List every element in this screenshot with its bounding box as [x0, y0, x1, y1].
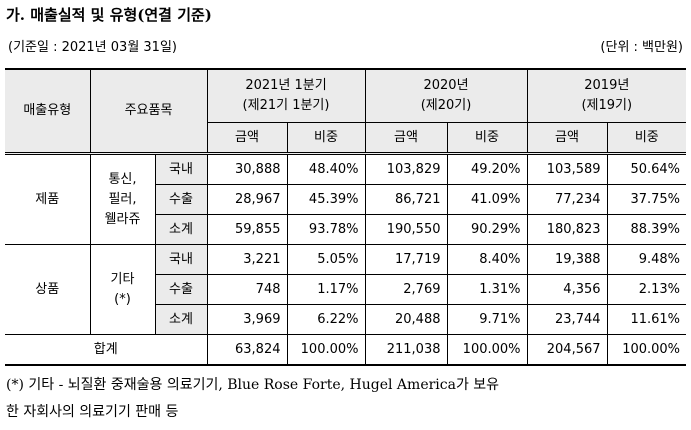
amount-cell: 748 [206, 274, 288, 305]
amount-cell: 20,488 [364, 304, 448, 335]
item-line: 웰라쥬 [104, 211, 141, 227]
amount-cell: 2,769 [364, 274, 448, 305]
amount-header: 금액 [364, 122, 448, 154]
ratio-cell: 9.71% [446, 304, 528, 335]
ratio-cell: 37.75% [606, 184, 687, 215]
ratio-cell: 1.31% [446, 274, 528, 305]
amount-cell: 180,823 [526, 214, 608, 245]
header-cell: 주요품목 [89, 68, 208, 154]
period-year: 2019년 [584, 78, 630, 93]
ratio-cell: 41.09% [446, 184, 528, 215]
amount-cell: 86,721 [364, 184, 448, 215]
total-label: 합계 [5, 334, 208, 366]
ratio-cell: 11.61% [606, 304, 687, 335]
period-term: (제19기) [581, 98, 633, 113]
amount-cell: 211,038 [364, 334, 448, 366]
footnote: (*) 기타 - 뇌질환 중재술용 의료기기, Blue Rose Forte,… [6, 372, 499, 426]
ratio-cell: 88.39% [606, 214, 687, 245]
ratio-cell: 45.39% [286, 184, 366, 215]
amount-cell: 28,967 [206, 184, 288, 215]
type-cell: 제품 [5, 152, 91, 245]
amount-cell: 63,824 [206, 334, 288, 366]
item-line: 필러, [108, 191, 137, 207]
period-term: (제21기 1분기) [242, 98, 330, 113]
amount-cell: 77,234 [526, 184, 608, 215]
title: 가. 매출실적 및 유형(연결 기준) [6, 6, 212, 24]
period-year: 2020년 [423, 78, 469, 93]
total-row: 합계 63,824 100.00% 211,038 100.00% 204,567 100.… [5, 334, 687, 366]
row-label: 소계 [155, 214, 208, 245]
amount-cell: 3,969 [206, 304, 288, 335]
row-label: 수출 [155, 184, 208, 215]
ratio-cell: 90.29% [446, 214, 528, 245]
period-term: (제20기) [420, 98, 472, 113]
ratio-cell: 8.40% [446, 244, 528, 275]
unit: (단위 : 백만원) [600, 40, 683, 55]
amount-header: 금액 [207, 122, 288, 154]
amount-cell: 204,567 [526, 334, 608, 366]
item-line: 통신, [108, 171, 137, 187]
data-row: 제품 통신, 필러, 웰라쥬 국내 30,888 48.40% 103,829 49.20% 10… [5, 152, 687, 245]
period-header: 2019년 (제19기) [526, 68, 687, 123]
footnote-line: (*) 기타 - 뇌질환 중재술용 의료기기, Blue Rose Forte,… [6, 377, 500, 393]
amount-cell: 23,744 [526, 304, 608, 335]
amount-cell: 59,855 [206, 214, 288, 245]
ratio-cell: 100.00% [446, 334, 528, 366]
ratio-header: 비중 [606, 122, 687, 154]
ratio-cell: 5.05% [286, 244, 366, 275]
ratio-cell: 100.00% [606, 334, 687, 366]
amount-cell: 3,221 [206, 244, 288, 275]
data-row: 수출 748 1.17% 2,769 1.31% 4,356 2.13% [5, 274, 687, 305]
type-cell: 상품 [5, 244, 91, 335]
amount-header: 금액 [526, 122, 608, 154]
amount-cell: 190,550 [364, 214, 448, 245]
ratio-cell: 6.22% [286, 304, 366, 335]
ratio-header: 비중 [286, 122, 366, 154]
period-header: 2021년 1분기 (제21기 1분기) [206, 68, 366, 123]
ratio-cell: 48.40% [286, 152, 366, 185]
row-label: 수출 [155, 274, 208, 305]
ratio-cell: 49.20% [446, 152, 528, 185]
amount-cell: 103,589 [526, 152, 608, 185]
ratio-cell: 93.78% [286, 214, 366, 245]
ratio-header: 비중 [446, 122, 528, 154]
item-line: (*) [114, 291, 131, 307]
ratio-cell: 2.13% [606, 274, 687, 305]
item-cell: 기타 (*) [89, 244, 156, 335]
ratio-cell: 9.48% [606, 244, 687, 275]
item-line: 기타 [110, 271, 135, 287]
amount-cell: 30,888 [206, 152, 288, 185]
amount-cell: 19,388 [526, 244, 608, 275]
header-row: 매출유형 주요품목 2021년 1분기 (제21기 1분기) 2020년 (제20기) 20… [5, 68, 687, 154]
period-year: 2021년 1분기 [245, 78, 327, 93]
ratio-cell: 50.64% [606, 152, 687, 185]
data-row: 소계 3,969 6.22% 20,488 9.71% 23,744 11.61% [5, 304, 687, 335]
row-label: 국내 [154, 244, 208, 275]
item-cell: 통신, 필러, 웰라쥬 [89, 152, 156, 245]
period-header: 2020년 (제20기) [364, 68, 528, 123]
header-cell: 매출유형 [5, 68, 91, 154]
amount-cell: 103,829 [364, 152, 448, 185]
amount-cell: 17,719 [364, 244, 448, 275]
data-row: 수출 28,967 45.39% 86,721 41.09% 77,234 37.75% [5, 184, 687, 215]
data-row: 상품 기타 (*) 국내 3,221 5.05% 17,719 8.40% 19,388 9.48… [5, 244, 687, 335]
footnote-line: 한 자회사의 의료기기 판매 등 [6, 404, 179, 420]
row-label: 소계 [155, 304, 208, 335]
ratio-cell: 100.00% [286, 334, 366, 366]
amount-cell: 4,356 [526, 274, 608, 305]
ratio-cell: 1.17% [286, 274, 366, 305]
sales-table: 매출유형 주요품목 2021년 1분기 (제21기 1분기) 2020년 (제20기) 20… [5, 68, 687, 366]
row-label: 국내 [154, 152, 208, 185]
base-date: (기준일 : 2021년 03월 31일) [8, 40, 177, 55]
